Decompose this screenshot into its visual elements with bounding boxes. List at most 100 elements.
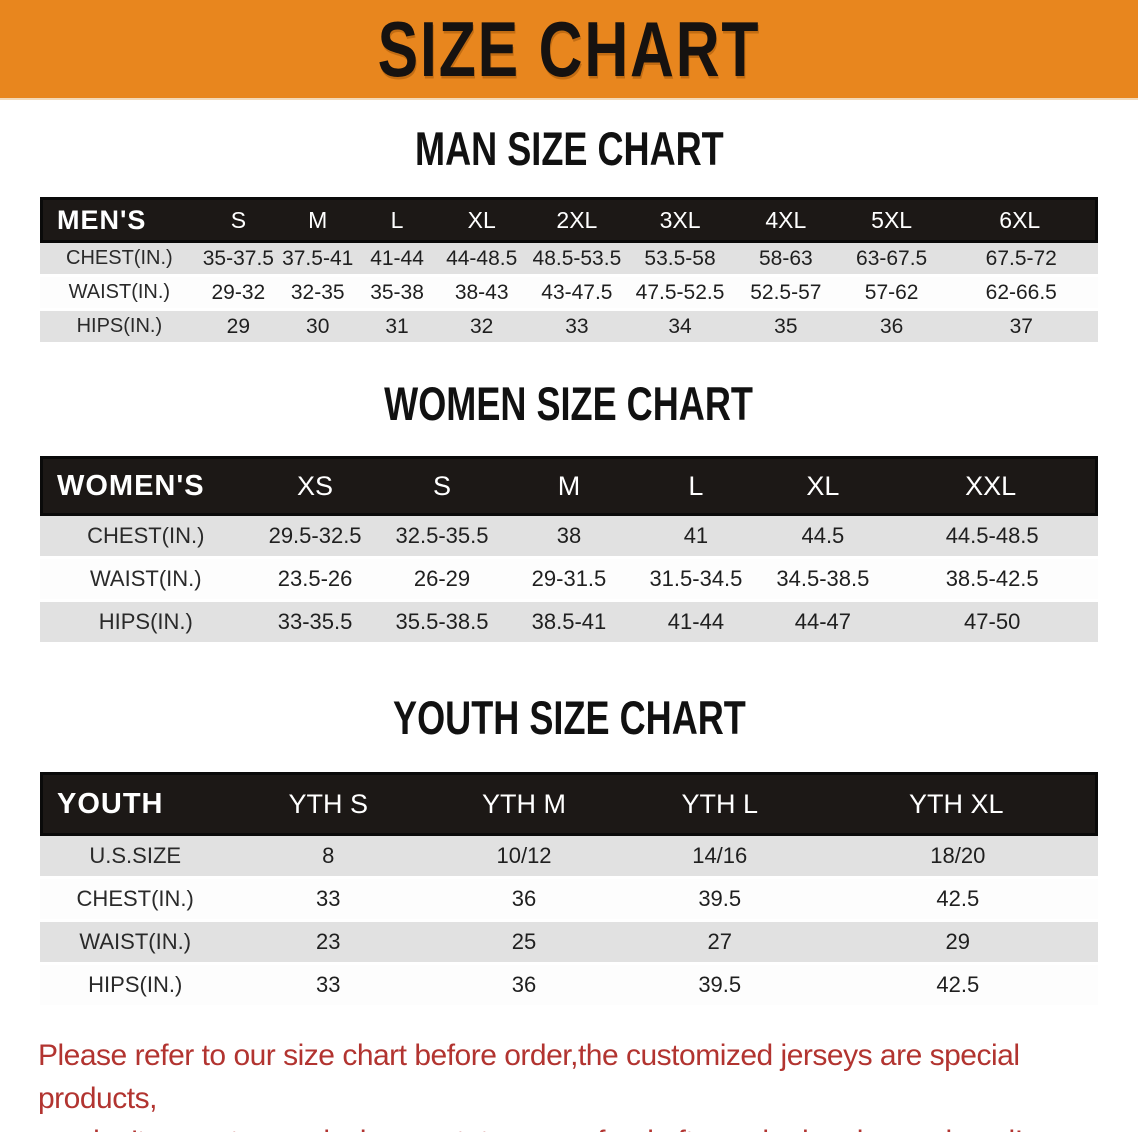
size-cell: 34 (627, 311, 733, 345)
size-cell: 47.5-52.5 (627, 277, 733, 311)
size-column-header: YTH M (426, 772, 622, 836)
size-cell: 36 (426, 879, 622, 922)
table-header-label: YOUTH (40, 772, 231, 836)
size-cell: 42.5 (817, 965, 1098, 1008)
size-cell: 30 (278, 311, 358, 345)
table-row: HIPS(IN.) 33 36 39.5 42.5 (40, 965, 1098, 1008)
size-column-header: YTH XL (817, 772, 1098, 836)
size-cell: 43-47.5 (526, 277, 628, 311)
disclaimer-text: Please refer to our size chart before or… (38, 1034, 1100, 1132)
size-cell: 42.5 (817, 879, 1098, 922)
table-row: CHEST(IN.) 29.5-32.5 32.5-35.5 38 41 44.5 44.5… (40, 516, 1098, 559)
size-cell: 18/20 (817, 836, 1098, 879)
women-size-table-header-row: WOMEN'S XS S M L XL XXL (40, 456, 1098, 516)
size-cell: 48.5-53.5 (526, 243, 628, 277)
table-row: WAIST(IN.) 23 25 27 29 (40, 922, 1098, 965)
size-column-header: YTH S (230, 772, 427, 836)
size-cell: 37 (944, 311, 1098, 345)
size-cell: 41-44 (632, 602, 760, 645)
size-cell: 14/16 (621, 836, 818, 879)
size-column-header: YTH L (621, 772, 818, 836)
man-section-heading: MAN SIZE CHART (0, 122, 1138, 175)
size-cell: 41-44 (357, 243, 437, 277)
size-cell: 29-32 (198, 277, 279, 311)
size-cell: 63-67.5 (838, 243, 945, 277)
size-column-header: 4XL (732, 197, 839, 243)
size-cell: 36 (426, 965, 622, 1008)
man-size-table-header-row: MEN'S S M L XL 2XL 3XL 4XL 5XL 6XL (40, 197, 1098, 243)
table-row: HIPS(IN.) 29 30 31 32 33 34 35 36 37 (40, 311, 1098, 345)
size-cell: 33-35.5 (251, 602, 379, 645)
size-cell: 32.5-35.5 (378, 516, 506, 559)
size-cell: 8 (230, 836, 427, 879)
youth-size-table-wrapper: YOUTH YTH S YTH M YTH L YTH XL U.S.SIZE 8 10/1… (40, 772, 1098, 1008)
size-column-header: S (378, 456, 506, 516)
size-cell: 10/12 (426, 836, 622, 879)
table-row: WAIST(IN.) 29-32 32-35 35-38 38-43 43-47.5 47.… (40, 277, 1098, 311)
size-cell: 29 (817, 922, 1098, 965)
size-cell: 33 (230, 965, 427, 1008)
size-cell: 58-63 (732, 243, 839, 277)
size-cell: 67.5-72 (944, 243, 1098, 277)
size-cell: 35-38 (357, 277, 437, 311)
size-cell: 38.5-42.5 (886, 559, 1098, 602)
youth-section-heading-text: YOUTH SIZE CHART (392, 691, 746, 745)
size-cell: 27 (621, 922, 818, 965)
women-section-heading: WOMEN SIZE CHART (0, 377, 1138, 430)
banner-title: SIZE CHART (377, 5, 761, 93)
size-column-header: 3XL (627, 197, 733, 243)
size-column-header: L (632, 456, 760, 516)
size-cell: 25 (426, 922, 622, 965)
size-cell: 44.5 (759, 516, 887, 559)
man-size-table-wrapper: MEN'S S M L XL 2XL 3XL 4XL 5XL 6XL CHEST(IN.) 35-3… (40, 197, 1098, 345)
size-cell: 57-62 (838, 277, 945, 311)
youth-size-table: YOUTH YTH S YTH M YTH L YTH XL U.S.SIZE 8 10/1… (40, 772, 1098, 1008)
row-label: WAIST(IN.) (40, 559, 252, 602)
row-label: HIPS(IN.) (40, 965, 231, 1008)
man-size-table: MEN'S S M L XL 2XL 3XL 4XL 5XL 6XL CHEST(IN.) 35-3… (40, 197, 1098, 345)
size-chart-banner: SIZE CHART (0, 0, 1138, 100)
size-cell: 37.5-41 (278, 243, 358, 277)
size-cell: 47-50 (886, 602, 1098, 645)
size-cell: 29 (198, 311, 279, 345)
youth-size-table-header-row: YOUTH YTH S YTH M YTH L YTH XL (40, 772, 1098, 836)
table-row: HIPS(IN.) 33-35.5 35.5-38.5 38.5-41 41-44 44-… (40, 602, 1098, 645)
size-cell: 38.5-41 (505, 602, 633, 645)
size-cell: 31 (357, 311, 437, 345)
size-column-header: XL (759, 456, 887, 516)
row-label: HIPS(IN.) (40, 602, 252, 645)
man-section-heading-text: MAN SIZE CHART (414, 122, 724, 176)
women-size-table: WOMEN'S XS S M L XL XXL CHEST(IN.) 29.5-32.5 32.… (40, 456, 1098, 645)
size-cell: 44.5-48.5 (886, 516, 1098, 559)
women-size-table-wrapper: WOMEN'S XS S M L XL XXL CHEST(IN.) 29.5-32.5 32.… (40, 456, 1098, 645)
size-cell: 35 (732, 311, 839, 345)
size-cell: 32 (436, 311, 527, 345)
table-header-label: WOMEN'S (40, 456, 252, 516)
row-label: U.S.SIZE (40, 836, 231, 879)
size-cell: 33 (526, 311, 628, 345)
size-column-header: M (278, 197, 358, 243)
size-cell: 52.5-57 (732, 277, 839, 311)
size-cell: 36 (838, 311, 945, 345)
size-cell: 23 (230, 922, 427, 965)
row-label: CHEST(IN.) (40, 879, 231, 922)
size-cell: 34.5-38.5 (759, 559, 887, 602)
size-column-header: 6XL (944, 197, 1098, 243)
size-column-header: XS (251, 456, 379, 516)
size-cell: 39.5 (621, 879, 818, 922)
size-cell: 41 (632, 516, 760, 559)
size-cell: 44-48.5 (436, 243, 527, 277)
size-cell: 29-31.5 (505, 559, 633, 602)
disclaimer-line-1: Please refer to our size chart before or… (38, 1039, 1020, 1115)
size-cell: 44-47 (759, 602, 887, 645)
size-cell: 29.5-32.5 (251, 516, 379, 559)
row-label: CHEST(IN.) (40, 516, 252, 559)
row-label: WAIST(IN.) (40, 277, 199, 311)
size-cell: 31.5-34.5 (632, 559, 760, 602)
size-cell: 39.5 (621, 965, 818, 1008)
size-cell: 33 (230, 879, 427, 922)
row-label: CHEST(IN.) (40, 243, 199, 277)
size-cell: 32-35 (278, 277, 358, 311)
size-column-header: XL (436, 197, 527, 243)
youth-section-heading: YOUTH SIZE CHART (0, 691, 1138, 744)
